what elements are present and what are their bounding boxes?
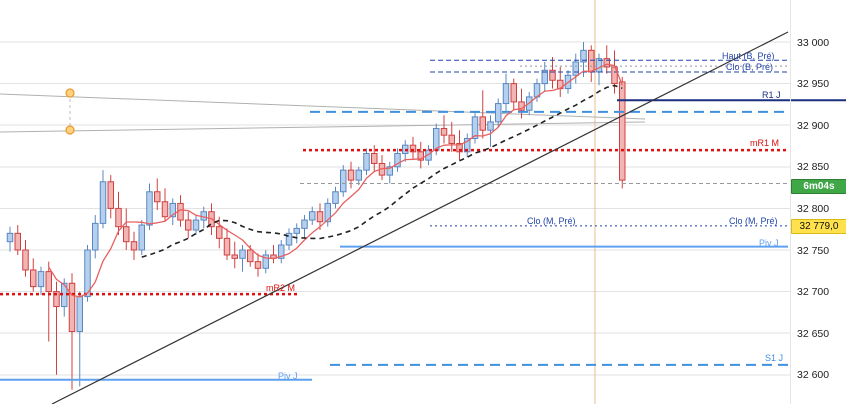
candle-body[interactable]: [394, 152, 401, 168]
candle-body[interactable]: [14, 232, 21, 251]
candle-body[interactable]: [487, 121, 494, 131]
candle-body[interactable]: [309, 211, 316, 221]
ascending-trendline[interactable]: [51, 31, 789, 404]
candle-body[interactable]: [603, 58, 610, 68]
candle-body[interactable]: [231, 254, 238, 259]
candle-body[interactable]: [448, 134, 455, 145]
candle-body[interactable]: [239, 249, 246, 259]
candle-body[interactable]: [332, 191, 339, 204]
candle-body[interactable]: [92, 222, 99, 251]
candle-body[interactable]: [154, 191, 161, 203]
slow-ma-curve[interactable]: [141, 84, 623, 258]
candle-body[interactable]: [45, 271, 52, 293]
candle-body[interactable]: [502, 83, 510, 105]
axis-separator: [790, 0, 791, 404]
candle-body[interactable]: [409, 144, 417, 153]
candle-body[interactable]: [254, 261, 262, 269]
candle-body[interactable]: [580, 49, 587, 63]
candle-body[interactable]: [223, 237, 231, 256]
candle-body[interactable]: [200, 211, 207, 221]
candle-body[interactable]: [301, 219, 308, 229]
candle-body[interactable]: [340, 169, 347, 193]
candle-body[interactable]: [161, 201, 169, 218]
candle-body[interactable]: [572, 61, 579, 76]
candle-body[interactable]: [471, 116, 479, 140]
candle-body[interactable]: [324, 202, 331, 223]
gray-channel-lower[interactable]: [0, 121, 646, 133]
anchor-handle[interactable]: [65, 125, 75, 135]
candle-body[interactable]: [185, 219, 192, 231]
candle-body[interactable]: [386, 166, 393, 176]
candle-body[interactable]: [76, 296, 83, 333]
candle-body[interactable]: [146, 191, 153, 226]
candle-body[interactable]: [130, 241, 138, 251]
candle-body[interactable]: [371, 152, 378, 164]
candle-body[interactable]: [169, 202, 176, 218]
candle-body[interactable]: [247, 249, 254, 263]
candle-body[interactable]: [347, 169, 355, 181]
anchor-handle[interactable]: [65, 88, 75, 98]
candle-body[interactable]: [37, 271, 45, 288]
candle-body[interactable]: [510, 83, 517, 103]
candle-body[interactable]: [355, 169, 362, 181]
candle-body[interactable]: [316, 211, 324, 223]
candle-body[interactable]: [588, 49, 595, 73]
candle-body[interactable]: [262, 254, 269, 269]
candle-body[interactable]: [549, 69, 556, 81]
candle-body[interactable]: [138, 224, 145, 251]
candle-body[interactable]: [22, 249, 29, 271]
candle-body[interactable]: [363, 152, 370, 171]
candle-body[interactable]: [456, 143, 463, 153]
gray-channel-upper[interactable]: [0, 93, 646, 120]
candle-body[interactable]: [123, 226, 130, 243]
fast-ma-curve[interactable]: [48, 63, 623, 298]
candle-body[interactable]: [440, 128, 448, 136]
candle-body[interactable]: [216, 226, 223, 239]
candle-body[interactable]: [53, 291, 60, 308]
candle-body[interactable]: [495, 103, 502, 123]
candle-body[interactable]: [68, 282, 76, 333]
candle-body[interactable]: [30, 269, 37, 288]
candle-body[interactable]: [479, 116, 486, 131]
candle-body[interactable]: [541, 69, 548, 85]
candle-body[interactable]: [99, 181, 107, 224]
candle-body[interactable]: [84, 249, 91, 298]
candle-body[interactable]: [6, 232, 14, 243]
candle-body[interactable]: [464, 138, 471, 153]
candle-body[interactable]: [285, 232, 293, 246]
candle-body[interactable]: [619, 81, 626, 181]
candle-body[interactable]: [417, 151, 424, 161]
candle-body[interactable]: [107, 181, 114, 209]
candle-body[interactable]: [293, 227, 300, 234]
candle-body[interactable]: [278, 244, 285, 259]
candle-body[interactable]: [192, 219, 200, 231]
candle-body[interactable]: [115, 207, 122, 228]
